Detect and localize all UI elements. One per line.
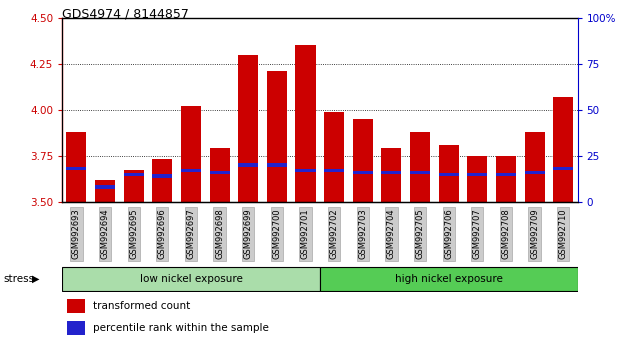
Text: high nickel exposure: high nickel exposure (395, 274, 502, 284)
Bar (296, 45, 315, 202)
Bar (95, 180, 115, 202)
Bar (67, 321, 85, 335)
Bar (381, 171, 401, 174)
Bar (525, 132, 545, 202)
Bar (353, 119, 373, 202)
Text: GSM992694: GSM992694 (101, 208, 109, 259)
Bar (238, 55, 258, 202)
Bar (95, 185, 115, 189)
Bar (467, 172, 487, 176)
Bar (353, 171, 373, 174)
Text: GSM992699: GSM992699 (243, 208, 253, 259)
Bar (525, 171, 545, 174)
Bar (410, 132, 430, 202)
Bar (124, 171, 143, 202)
Text: GSM992710: GSM992710 (559, 208, 568, 259)
Bar (209, 148, 230, 202)
Bar (553, 167, 573, 170)
Text: percentile rank within the sample: percentile rank within the sample (93, 323, 269, 333)
Bar (267, 71, 287, 202)
Bar (438, 172, 459, 176)
Text: GSM992704: GSM992704 (387, 208, 396, 259)
Text: GSM992700: GSM992700 (273, 208, 281, 259)
Bar (496, 156, 516, 202)
Bar (66, 132, 86, 202)
Text: ▶: ▶ (32, 274, 40, 284)
Bar (67, 299, 85, 313)
Bar (324, 112, 344, 202)
Text: GSM992695: GSM992695 (129, 208, 138, 259)
Text: GSM992702: GSM992702 (330, 208, 338, 259)
Text: GDS4974 / 8144857: GDS4974 / 8144857 (62, 7, 189, 20)
Bar (320, 267, 578, 291)
Text: GSM992707: GSM992707 (473, 208, 482, 259)
Bar (209, 171, 230, 174)
Text: GSM992698: GSM992698 (215, 208, 224, 259)
Bar (181, 169, 201, 172)
Bar (152, 159, 173, 202)
Bar (324, 169, 344, 172)
Bar (467, 156, 487, 202)
Bar (553, 97, 573, 202)
Text: low nickel exposure: low nickel exposure (140, 274, 242, 284)
Bar (181, 106, 201, 202)
Bar (62, 267, 320, 291)
Text: GSM992697: GSM992697 (186, 208, 196, 259)
Text: GSM992706: GSM992706 (444, 208, 453, 259)
Bar (410, 171, 430, 174)
Text: GSM992708: GSM992708 (501, 208, 510, 259)
Text: GSM992696: GSM992696 (158, 208, 167, 259)
Text: transformed count: transformed count (93, 301, 190, 311)
Bar (66, 167, 86, 170)
Text: stress: stress (3, 274, 34, 284)
Bar (296, 169, 315, 172)
Text: GSM992703: GSM992703 (358, 208, 367, 259)
Text: GSM992709: GSM992709 (530, 208, 539, 259)
Bar (238, 163, 258, 167)
Text: GSM992705: GSM992705 (415, 208, 425, 259)
Bar (124, 172, 143, 176)
Bar (152, 175, 173, 178)
Bar (267, 163, 287, 167)
Bar (438, 145, 459, 202)
Text: GSM992693: GSM992693 (72, 208, 81, 259)
Text: GSM992701: GSM992701 (301, 208, 310, 259)
Bar (496, 172, 516, 176)
Bar (381, 148, 401, 202)
